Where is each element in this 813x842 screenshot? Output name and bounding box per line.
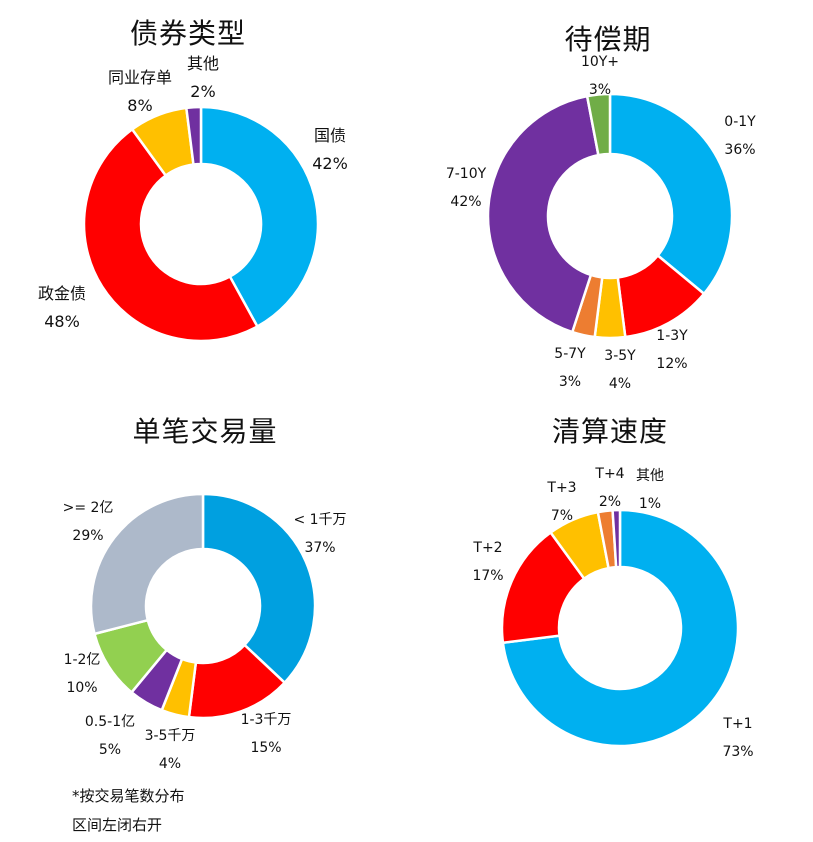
donut-slice-1: [201, 492, 317, 684]
chart-title: 债券类型: [129, 17, 247, 50]
slice-label-t3: T+3 7%: [547, 480, 577, 524]
donut-slice-1: [501, 508, 740, 748]
slice-label-7-10y: 7-10Y 42%: [445, 166, 487, 210]
donut-slice-6: [89, 492, 205, 636]
slice-label-1-2yi: 1-2亿 10%: [63, 652, 101, 696]
slice-label-lt-1qianwan: < 1千万 37%: [293, 512, 347, 556]
chart-title: 待偿期: [564, 23, 652, 56]
slice-label-10y-plus: 10Y+ 3%: [580, 54, 620, 98]
footnote: *按交易笔数分布 区间左闭右开: [72, 787, 185, 834]
chart-title: 清算速度: [551, 415, 669, 448]
donut-slice-2: [82, 128, 259, 343]
slice-label-guozhai: 国债 42%: [312, 126, 348, 173]
slice-label-tongyecundan: 同业存单 8%: [107, 68, 173, 115]
donut-slice-1: [608, 92, 734, 296]
donut-slice-5: [611, 508, 622, 569]
slice-label-t4: T+4 2%: [595, 466, 625, 510]
slice-label-3-5qianwan: 3-5千万 4%: [144, 728, 196, 772]
slice-label-t2: T+2 17%: [472, 540, 504, 584]
slice-label-other: 其他 1%: [636, 468, 664, 512]
slice-label-t1: T+1 73%: [722, 716, 754, 760]
slice-label-zhengjinzhai: 政金债 48%: [37, 284, 87, 331]
slice-label-5-7y: 5-7Y 3%: [554, 346, 586, 390]
donut-slice-5: [486, 94, 600, 334]
slice-label-0-1y: 0-1Y 36%: [724, 114, 756, 158]
slice-label-other: 其他 2%: [186, 54, 220, 101]
slice-label-0-5-1yi: 0.5-1亿 5%: [84, 714, 136, 758]
donut-slice-1: [199, 105, 320, 328]
slice-label-1-3qianwan: 1-3千万 15%: [240, 712, 292, 756]
slice-label-gte-2yi: >= 2亿 29%: [62, 500, 114, 544]
slice-label-3-5y: 3-5Y 4%: [604, 348, 636, 392]
donut-slice-4: [185, 105, 203, 166]
slice-label-1-3y: 1-3Y 12%: [656, 328, 688, 372]
donut-slice-6: [585, 92, 612, 157]
chart-title: 单笔交易量: [132, 415, 278, 448]
